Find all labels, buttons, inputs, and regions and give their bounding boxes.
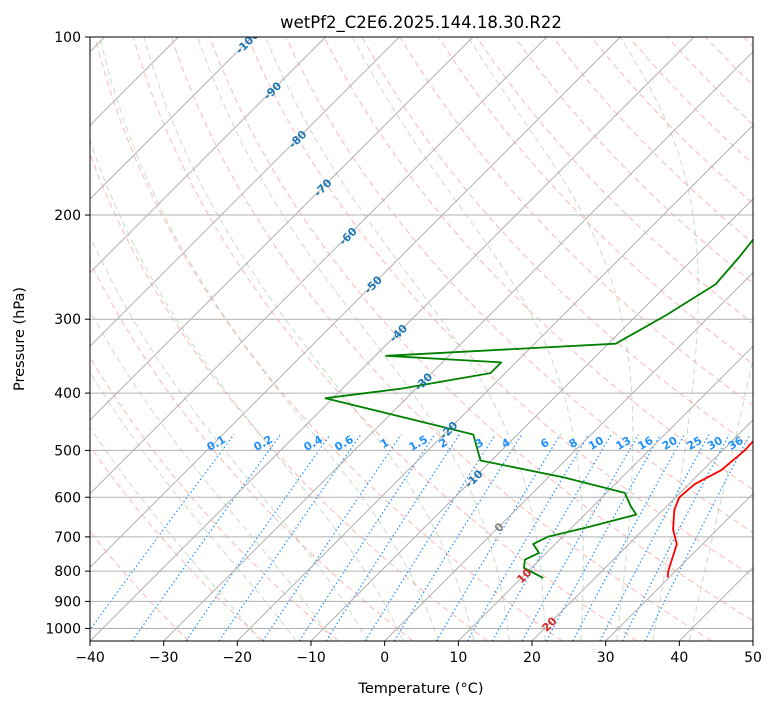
dry-adiabat-line (209, 37, 753, 622)
moist-adiabat-line (143, 37, 475, 641)
y-axis-title: Pressure (hPa) (12, 287, 28, 391)
x-tick-label: 40 (670, 650, 688, 666)
isotherm-line (90, 37, 474, 421)
sounding-traces (324, 238, 753, 579)
mixing-ratio-line (364, 434, 496, 641)
dry-adiabats (90, 37, 753, 641)
x-tick-label: 20 (523, 650, 541, 666)
mixing-ratio-line (466, 434, 590, 641)
y-tick-label: 200 (54, 208, 81, 224)
y-tick-label: 400 (54, 386, 81, 402)
y-tick-label: 100 (54, 30, 81, 46)
isotherm-line (90, 37, 253, 200)
temperature-trace (666, 440, 753, 578)
dry-adiabat-line (476, 37, 753, 325)
mixing-ratio-line (521, 434, 639, 641)
mixing-ratio-line (435, 434, 561, 641)
y-tick-label: 300 (54, 312, 81, 328)
moist-adiabat-line (197, 37, 510, 641)
mixing-ratio-line (298, 434, 436, 641)
moist-adiabat-line (264, 37, 546, 641)
x-tick-label: −20 (223, 650, 253, 666)
moist-adiabat-line (90, 371, 297, 641)
moist-adiabat-line (90, 234, 369, 641)
dry-adiabat-line (90, 260, 414, 641)
x-tick-label: −40 (75, 650, 105, 666)
x-axis-title: Temperature (°C) (357, 681, 483, 697)
moist-adiabat-line (619, 37, 699, 641)
mixing-ratio-line (90, 434, 235, 631)
isotherm-line (90, 37, 695, 641)
isotherm-line (163, 50, 753, 641)
y-tick-label: 700 (54, 530, 81, 546)
isotherm-line (236, 124, 753, 641)
x-tick-label: −10 (296, 650, 326, 666)
isotherm-line (90, 37, 400, 348)
isotherm-line (384, 271, 753, 641)
moist-adiabat-line (688, 356, 753, 641)
dry-adiabat-line (514, 37, 753, 284)
dry-adiabat-line (90, 356, 339, 641)
isotherm-line (90, 37, 327, 274)
mixing-ratio-line (185, 434, 331, 641)
mixing-ratio-line (325, 434, 460, 641)
y-axis: 100 200 300 400 500 600 700 800 900 1000 (45, 30, 90, 637)
mixing-ratio-line (491, 434, 612, 641)
mixing-ratio-labels: 0.1 0.2 0.4 0.6 1 1.5 2 3 4 6 8 10 13 16 20 25 30 36 (205, 433, 746, 454)
mixing-ratio-line (218, 434, 362, 641)
y-tick-label: 1000 (45, 621, 81, 637)
dry-adiabat-line (323, 37, 753, 491)
mixing-ratio-line (621, 434, 730, 641)
x-tick-label: 0 (380, 650, 389, 666)
isotherm-line (457, 345, 753, 641)
isotherm-line (310, 198, 753, 641)
y-tick-label: 800 (54, 564, 81, 580)
moist-adiabat-line (90, 309, 333, 641)
dry-adiabat-line (285, 37, 753, 534)
isotherm-line (605, 492, 753, 641)
dry-adiabat-line (247, 37, 753, 577)
mixing-ratio-line (599, 434, 710, 641)
mixing-ratio-line (644, 434, 751, 641)
x-tick-label: 30 (597, 650, 615, 666)
dry-adiabat-line (94, 37, 563, 641)
mixing-ratio-line (545, 434, 661, 641)
moist-adiabat-line (90, 426, 261, 641)
plot-frame (89, 36, 754, 642)
moist-adiabat-line (90, 138, 404, 641)
isotherm-line (531, 419, 753, 641)
dewpoint-trace (324, 238, 753, 579)
dry-adiabat-line (132, 37, 638, 641)
x-tick-label: −30 (149, 650, 179, 666)
x-tick-label: 10 (449, 650, 467, 666)
dry-adiabat-line (90, 445, 264, 641)
x-tick-label: 50 (744, 650, 762, 666)
moist-adiabat-line (99, 37, 439, 641)
y-tick-label: 600 (54, 490, 81, 506)
plot-area: -100-90-80-70-60-50-40-30-20-10010203040… (90, 37, 753, 641)
pressure-grid (90, 37, 753, 629)
isotherm-line (90, 37, 621, 569)
dry-adiabat-line (170, 37, 712, 641)
isotherm-grid (90, 37, 753, 641)
y-tick-label: 500 (54, 443, 81, 459)
isotherm-line (90, 37, 548, 495)
chart-title: wetPf2_C2E6.2025.144.18.30.R22 (280, 13, 562, 33)
y-tick-label: 900 (54, 594, 81, 610)
x-axis: −40 −30 −20 −10 0 10 20 30 40 50 (75, 641, 762, 666)
moist-adiabat-line (352, 37, 584, 641)
